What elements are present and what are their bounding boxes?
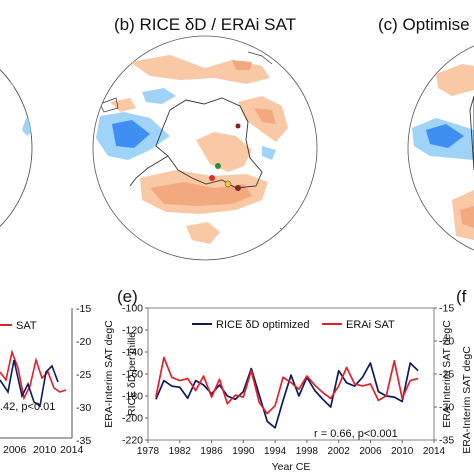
left-y2-axis-label: ERA-Interim SAT degC xyxy=(103,320,115,428)
left-legend-label: SAT xyxy=(16,320,37,332)
y2-tick-label: -25 xyxy=(439,369,454,381)
antarctic-peninsula xyxy=(129,155,169,187)
panel-f-letter: (f xyxy=(456,287,467,306)
panel-e-letter: (e) xyxy=(117,287,138,306)
y-axis-label: RICE δD per mille xyxy=(126,332,138,416)
map-c-warm-patch-north xyxy=(436,64,474,96)
warm-patch-east-core xyxy=(254,108,276,124)
land-outline-west xyxy=(99,97,119,113)
left-y2tick: -20 xyxy=(76,336,91,348)
panel-c-title: (c) Optimise xyxy=(378,15,470,34)
x-tick-label: 1994 xyxy=(264,446,287,457)
cool-patch-east xyxy=(262,146,276,160)
map-a-fragment xyxy=(0,69,33,227)
map-c-warm-core xyxy=(460,206,474,228)
left-y2tick: -15 xyxy=(76,303,91,315)
land-outline-north xyxy=(247,51,273,65)
legend-label-erai: ERAi SAT xyxy=(346,319,395,331)
x-tick-label: 2002 xyxy=(328,446,351,457)
right-fragment-y-label: ERA-Interim SAT degC xyxy=(461,346,473,454)
warm-patch-north-core xyxy=(232,60,252,70)
x-tick-label: 1978 xyxy=(137,446,160,457)
y-tick-label: -160 xyxy=(122,369,143,381)
x-tick-label: 1986 xyxy=(200,446,223,457)
warm-patch-ross-sea-core xyxy=(150,182,252,206)
x-tick-label: 1982 xyxy=(169,446,192,457)
left-xtick-2014: 2014 xyxy=(60,444,84,456)
left-y2tick: -35 xyxy=(76,435,91,447)
legend-label-rice: RICE δD optimized xyxy=(216,319,310,331)
legend: RICE δD optimized ERAi SAT xyxy=(192,319,395,331)
x-axis-label: Year CE xyxy=(272,461,311,473)
left-stat-annotation: .42, p<0.01 xyxy=(0,401,55,413)
map-c-cool-core xyxy=(426,124,464,148)
left-y2tick: -25 xyxy=(76,369,91,381)
x-tick-label: 2006 xyxy=(359,446,382,457)
left-xtick-2010: 2010 xyxy=(33,444,57,456)
x-axis: 1978 1982 1986 1990 1994 1998 2002 2006 2010 2014 xyxy=(137,440,446,457)
y-tick-label: -180 xyxy=(122,391,143,403)
map-c-coastline xyxy=(469,95,474,171)
x-tick-label: 1998 xyxy=(296,446,319,457)
warm-patch-south xyxy=(186,222,220,244)
plot-area xyxy=(147,307,435,441)
site-marker-red xyxy=(209,175,215,181)
y2-axis-label: ERA-Interim SAT degC xyxy=(441,320,453,428)
x-tick-label: 2010 xyxy=(391,446,414,457)
y2-tick-label: -20 xyxy=(439,336,454,348)
map-c-fragment xyxy=(407,45,474,251)
site-marker-green xyxy=(215,163,221,169)
site-marker-dark xyxy=(235,185,241,191)
y-tick-label: -100 xyxy=(122,303,143,315)
cool-patch-northwest xyxy=(142,88,176,104)
y-tick-label: -200 xyxy=(122,413,143,425)
y-tick-label: -120 xyxy=(122,325,143,337)
site-marker-yellow xyxy=(224,180,232,188)
correlation-annotation: r = 0.66, p<0.001 xyxy=(314,428,398,440)
y-tick-label: -220 xyxy=(122,435,143,447)
x-tick-label: 1990 xyxy=(232,446,255,457)
chart-e: -100 -120 -140 -160 -180 -200 -220 -15 -20 -25 -3… xyxy=(122,303,454,474)
series-layer xyxy=(155,356,419,429)
erai-sat-series-line xyxy=(155,356,419,415)
y2-tick-label: -35 xyxy=(439,435,454,447)
left-xtick-2006: 2006 xyxy=(3,444,27,456)
map-b xyxy=(92,35,318,261)
y-axis-right: -15 -20 -25 -30 -35 xyxy=(434,303,454,447)
left-rice-line xyxy=(0,359,59,408)
panel-b-title: (b) RICE δD / ERAi SAT xyxy=(114,15,296,34)
y-axis-left: -100 -120 -140 -160 -180 -200 -220 xyxy=(122,303,148,447)
land-outline-southeast xyxy=(279,227,293,251)
left-sat-line xyxy=(0,349,67,401)
y2-tick-label: -15 xyxy=(439,303,454,315)
y2-tick-label: -30 xyxy=(439,402,454,414)
site-marker-inland xyxy=(235,123,241,129)
left-timeseries-fragment: SAT .42, p<0.01 2006 2010 2014 -15 -20 -… xyxy=(0,303,115,456)
x-tick-label: 2014 xyxy=(423,446,446,457)
left-y2tick: -30 xyxy=(76,402,91,414)
warm-patch-inland xyxy=(196,132,252,172)
cool-patch-west-core xyxy=(112,120,150,148)
y-tick-label: -140 xyxy=(122,347,143,359)
